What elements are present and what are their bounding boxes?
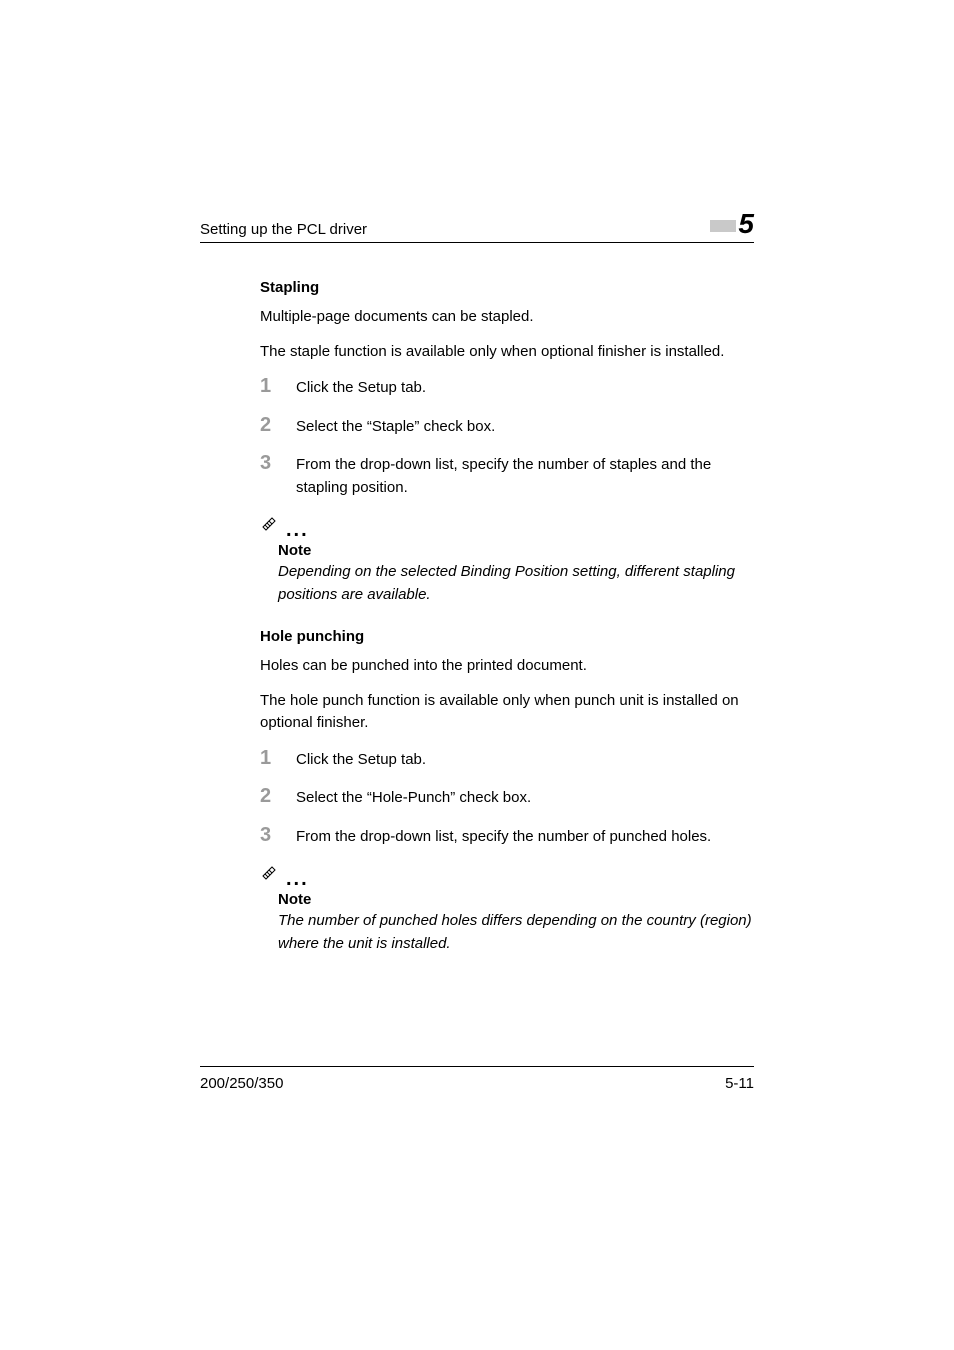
chapter-badge-bar — [710, 220, 736, 232]
chapter-badge: 5 — [710, 210, 754, 238]
section-heading-hole-punching: Hole punching — [260, 628, 754, 645]
step-text: Select the “Staple” check box. — [296, 416, 495, 439]
paragraph: The staple function is available only wh… — [260, 341, 754, 364]
step-number: 1 — [260, 747, 296, 770]
step-item: 3 From the drop-down list, specify the n… — [260, 824, 754, 849]
page-header: Setting up the PCL driver 5 — [200, 210, 754, 243]
note-label: Note — [278, 542, 754, 559]
step-text: Click the Setup tab. — [296, 377, 426, 400]
page-footer: 200/250/350 5-11 — [200, 1066, 754, 1092]
step-item: 2 Select the “Staple” check box. — [260, 414, 754, 439]
page-content: Stapling Multiple-page documents can be … — [200, 279, 754, 955]
header-title: Setting up the PCL driver — [200, 221, 367, 238]
step-number: 2 — [260, 785, 296, 808]
section-heading-stapling: Stapling — [260, 279, 754, 296]
step-text: From the drop-down list, specify the num… — [296, 826, 711, 849]
step-list: 1 Click the Setup tab. 2 Select the “Hol… — [260, 747, 754, 849]
chapter-number: 5 — [738, 210, 754, 238]
step-text: Select the “Hole-Punch” check box. — [296, 787, 531, 810]
step-number: 1 — [260, 375, 296, 398]
step-item: 2 Select the “Hole-Punch” check box. — [260, 785, 754, 810]
paragraph: Holes can be punched into the printed do… — [260, 655, 754, 678]
note-dots-icon: ... — [286, 524, 309, 538]
paragraph: The hole punch function is available onl… — [260, 690, 754, 735]
note-label: Note — [278, 891, 754, 908]
note-block: ... Note Depending on the selected Bindi… — [260, 513, 754, 606]
note-icon-row: ... — [260, 862, 754, 887]
step-item: 1 Click the Setup tab. — [260, 747, 754, 772]
note-text: Depending on the selected Binding Positi… — [278, 561, 754, 606]
step-text: From the drop-down list, specify the num… — [296, 454, 754, 499]
step-number: 3 — [260, 824, 296, 847]
note-icon — [260, 862, 280, 887]
paragraph: Multiple-page documents can be stapled. — [260, 306, 754, 329]
step-item: 3 From the drop-down list, specify the n… — [260, 452, 754, 499]
step-item: 1 Click the Setup tab. — [260, 375, 754, 400]
note-icon-row: ... — [260, 513, 754, 538]
note-text: The number of punched holes differs depe… — [278, 910, 754, 955]
note-icon — [260, 513, 280, 538]
step-list: 1 Click the Setup tab. 2 Select the “Sta… — [260, 375, 754, 499]
footer-page-number: 5-11 — [725, 1075, 754, 1092]
page: Setting up the PCL driver 5 Stapling Mul… — [0, 0, 954, 1350]
note-dots-icon: ... — [286, 873, 309, 887]
note-block: ... Note The number of punched holes dif… — [260, 862, 754, 955]
footer-model: 200/250/350 — [200, 1075, 283, 1092]
step-number: 3 — [260, 452, 296, 475]
step-number: 2 — [260, 414, 296, 437]
step-text: Click the Setup tab. — [296, 749, 426, 772]
